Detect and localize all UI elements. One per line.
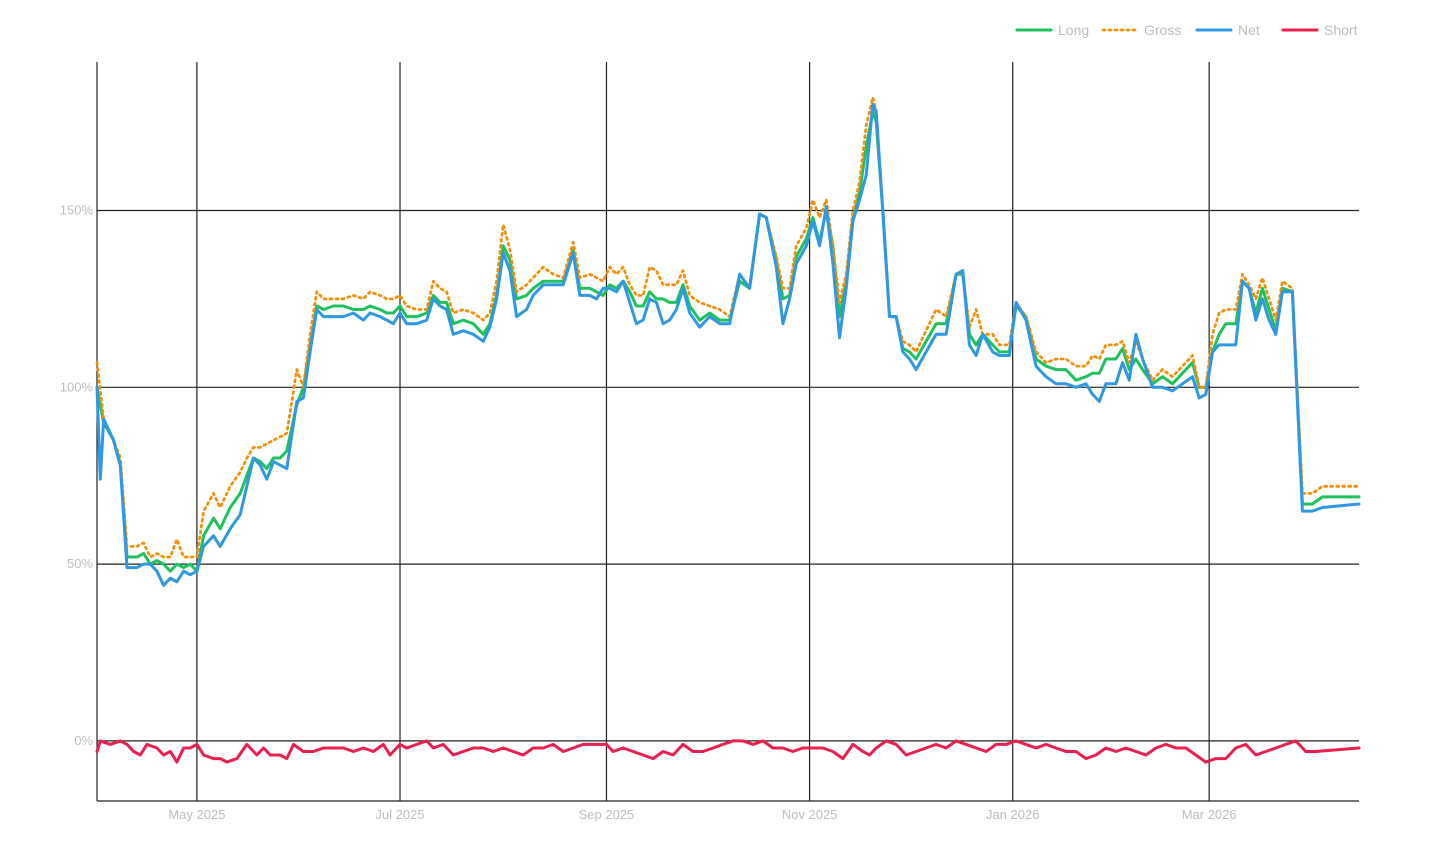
x-tick-label: May 2025 (168, 807, 225, 822)
legend-item-gross[interactable]: Gross (1101, 22, 1181, 38)
x-tick-label: Jul 2025 (375, 807, 424, 822)
grid-layer (96, 62, 1359, 802)
x-tick-label: Nov 2025 (782, 807, 838, 822)
x-tick-label: Mar 2026 (1182, 807, 1237, 822)
series-line-net[interactable] (95, 102, 1361, 587)
legend[interactable]: Long Gross Net Short (1015, 22, 1358, 38)
legend-item-short[interactable]: Short (1281, 22, 1358, 38)
x-tick-label: Jan 2026 (986, 807, 1040, 822)
y-tick-label: 50% (67, 556, 93, 571)
y-tick-label: 0% (74, 733, 93, 748)
y-tick-label: 150% (60, 203, 94, 218)
series-line-long[interactable] (95, 110, 1361, 573)
legend-label: Net (1238, 22, 1260, 38)
legend-label: Long (1058, 22, 1089, 38)
tick-labels: 0% 50% 100% 150% May 2025 Jul 2025 Sep 2025 Nov… (60, 203, 1237, 822)
legend-label: Gross (1144, 22, 1181, 38)
y-tick-label: 100% (60, 379, 94, 394)
legend-item-long[interactable]: Long (1015, 22, 1089, 38)
series-line-gross[interactable] (95, 96, 1361, 559)
legend-item-net[interactable]: Net (1195, 22, 1260, 38)
x-tick-label: Sep 2025 (579, 807, 635, 822)
series-layer (95, 96, 1361, 764)
legend-label: Short (1324, 22, 1358, 38)
series-line-short[interactable] (95, 739, 1361, 764)
